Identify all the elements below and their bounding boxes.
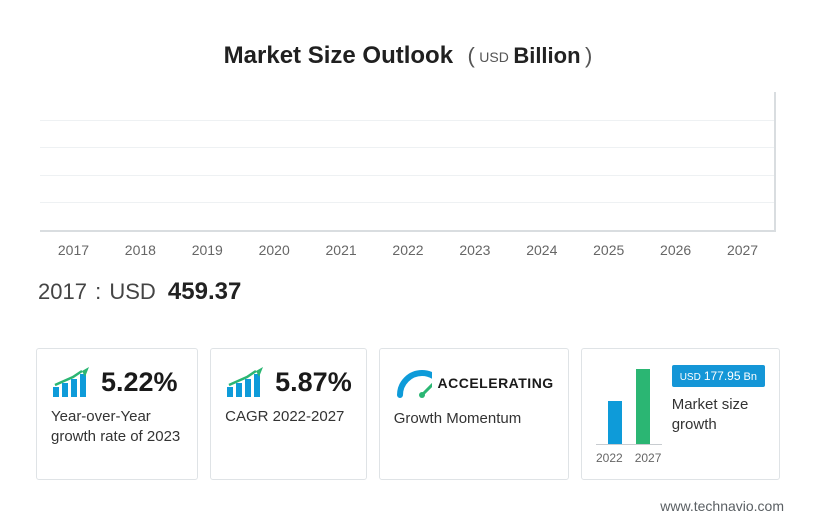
chart-title: Market Size Outlook — [224, 42, 453, 69]
mini-chart-labels: 2022 2027 — [596, 451, 662, 465]
growth-badge: USD177.95Bn — [672, 365, 765, 387]
growth-card: 2022 2027 USD177.95Bn Market size growth — [581, 348, 780, 480]
x-axis-label: 2025 — [575, 242, 642, 258]
cagr-desc: CAGR 2022-2027 — [225, 407, 352, 427]
mini-bar — [636, 369, 650, 444]
x-axis-label: 2018 — [107, 242, 174, 258]
cagr-value: 5.87% — [275, 367, 352, 398]
separator: : — [95, 279, 101, 304]
x-axis-label: 2020 — [241, 242, 308, 258]
growth-bars-icon — [225, 365, 267, 399]
chart-unit: ( USD Billion ) — [468, 50, 593, 67]
base-year: 2017 — [38, 279, 87, 304]
x-axis-label: 2019 — [174, 242, 241, 258]
x-axis-label: 2023 — [441, 242, 508, 258]
badge-suffix: Bn — [744, 371, 757, 383]
yoy-desc: Year-over-Year growth rate of 2023 — [51, 407, 183, 446]
x-axis-label: 2022 — [375, 242, 442, 258]
badge-amount: 177.95 — [704, 369, 741, 383]
paren-close: ) — [585, 43, 592, 68]
yoy-card: 5.22% Year-over-Year growth rate of 2023 — [36, 348, 198, 480]
yoy-value: 5.22% — [101, 367, 178, 398]
metrics-row: 5.22% Year-over-Year growth rate of 2023… — [36, 348, 780, 480]
mini-bar — [608, 401, 622, 444]
cagr-card: 5.87% CAGR 2022-2027 — [210, 348, 367, 480]
unit-label: Billion — [513, 43, 580, 68]
momentum-desc: Growth Momentum — [394, 409, 554, 429]
mini-chart-wrap: 2022 2027 — [596, 365, 662, 465]
mini-x-label: 2027 — [635, 451, 662, 465]
mini-x-label: 2022 — [596, 451, 623, 465]
badge-currency: USD — [680, 372, 701, 383]
x-axis-label: 2017 — [40, 242, 107, 258]
paren-open: ( — [468, 43, 475, 68]
growth-desc: Market size growth — [672, 395, 765, 434]
base-amount: 459.37 — [168, 278, 241, 305]
momentum-card: ACCELERATING Growth Momentum — [379, 348, 569, 480]
footer-source: www.technavio.com — [660, 498, 784, 514]
base-year-value: 2017 : USD 459.37 — [38, 278, 816, 306]
momentum-label: ACCELERATING — [438, 375, 554, 391]
base-currency: USD — [109, 279, 155, 304]
currency-label: USD — [479, 49, 509, 65]
growth-bars-icon — [51, 365, 93, 399]
chart-title-area: Market Size Outlook ( USD Billion ) — [0, 0, 816, 86]
x-axis-label: 2024 — [508, 242, 575, 258]
x-axis-label: 2026 — [642, 242, 709, 258]
gauge-icon — [394, 365, 432, 401]
x-axis-label: 2027 — [709, 242, 776, 258]
main-bar-chart: 2017201820192020202120222023202420252026… — [40, 92, 776, 252]
mini-bar-chart — [596, 365, 662, 445]
x-axis-label: 2021 — [308, 242, 375, 258]
